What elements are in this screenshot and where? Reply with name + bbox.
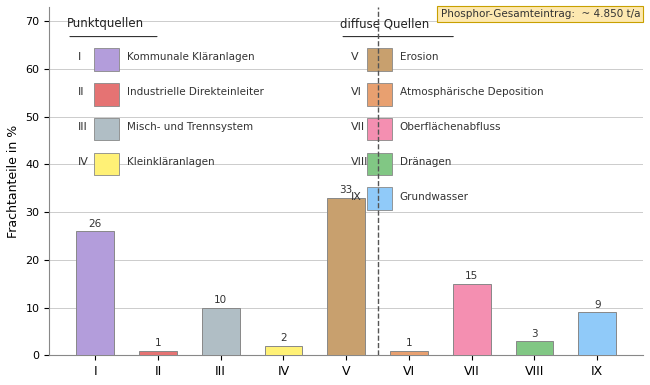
Text: VIII: VIII: [351, 157, 369, 167]
Text: Misch- und Trennsystem: Misch- und Trennsystem: [127, 122, 253, 132]
FancyBboxPatch shape: [367, 118, 392, 141]
Text: 10: 10: [214, 295, 228, 305]
Text: V: V: [351, 52, 359, 62]
Text: 2: 2: [280, 333, 287, 343]
Text: 1: 1: [406, 338, 412, 348]
Text: Industrielle Direkteinleiter: Industrielle Direkteinleiter: [127, 87, 263, 97]
Text: 1: 1: [155, 338, 161, 348]
Text: II: II: [78, 87, 84, 97]
Text: Kommunale Kläranlagen: Kommunale Kläranlagen: [127, 52, 254, 62]
Y-axis label: Frachtanteile in %: Frachtanteile in %: [7, 124, 20, 238]
Text: 3: 3: [531, 329, 538, 339]
FancyBboxPatch shape: [367, 152, 392, 175]
Text: diffuse Quellen: diffuse Quellen: [340, 17, 430, 30]
Bar: [515, 341, 553, 355]
Text: Oberflächenabfluss: Oberflächenabfluss: [400, 122, 501, 132]
Text: Grundwasser: Grundwasser: [400, 192, 469, 202]
FancyBboxPatch shape: [367, 83, 392, 105]
FancyBboxPatch shape: [94, 48, 119, 71]
Bar: [202, 308, 239, 355]
Bar: [139, 351, 177, 355]
FancyBboxPatch shape: [367, 48, 392, 71]
Text: 9: 9: [594, 300, 601, 310]
Bar: [265, 346, 302, 355]
Text: IV: IV: [78, 157, 88, 167]
Bar: [76, 231, 114, 355]
Text: 33: 33: [339, 186, 353, 196]
Text: Atmosphärische Deposition: Atmosphärische Deposition: [400, 87, 543, 97]
FancyBboxPatch shape: [94, 83, 119, 105]
Bar: [578, 312, 616, 355]
Text: VII: VII: [351, 122, 365, 132]
Text: Erosion: Erosion: [400, 52, 438, 62]
Text: 15: 15: [465, 271, 478, 281]
Text: IX: IX: [351, 192, 362, 202]
Bar: [328, 198, 365, 355]
Text: I: I: [78, 52, 81, 62]
Text: 26: 26: [88, 219, 102, 229]
Text: Phosphor-Gesamteintrag:  ~ 4.850 t/a: Phosphor-Gesamteintrag: ~ 4.850 t/a: [441, 9, 640, 19]
Text: Kleinkläranlagen: Kleinkläranlagen: [127, 157, 214, 167]
FancyBboxPatch shape: [94, 118, 119, 141]
Bar: [390, 351, 428, 355]
Text: Dränagen: Dränagen: [400, 157, 451, 167]
Text: III: III: [78, 122, 88, 132]
Text: Punktquellen: Punktquellen: [67, 17, 144, 30]
Text: VI: VI: [351, 87, 362, 97]
FancyBboxPatch shape: [367, 187, 392, 210]
FancyBboxPatch shape: [94, 152, 119, 175]
Bar: [453, 284, 491, 355]
